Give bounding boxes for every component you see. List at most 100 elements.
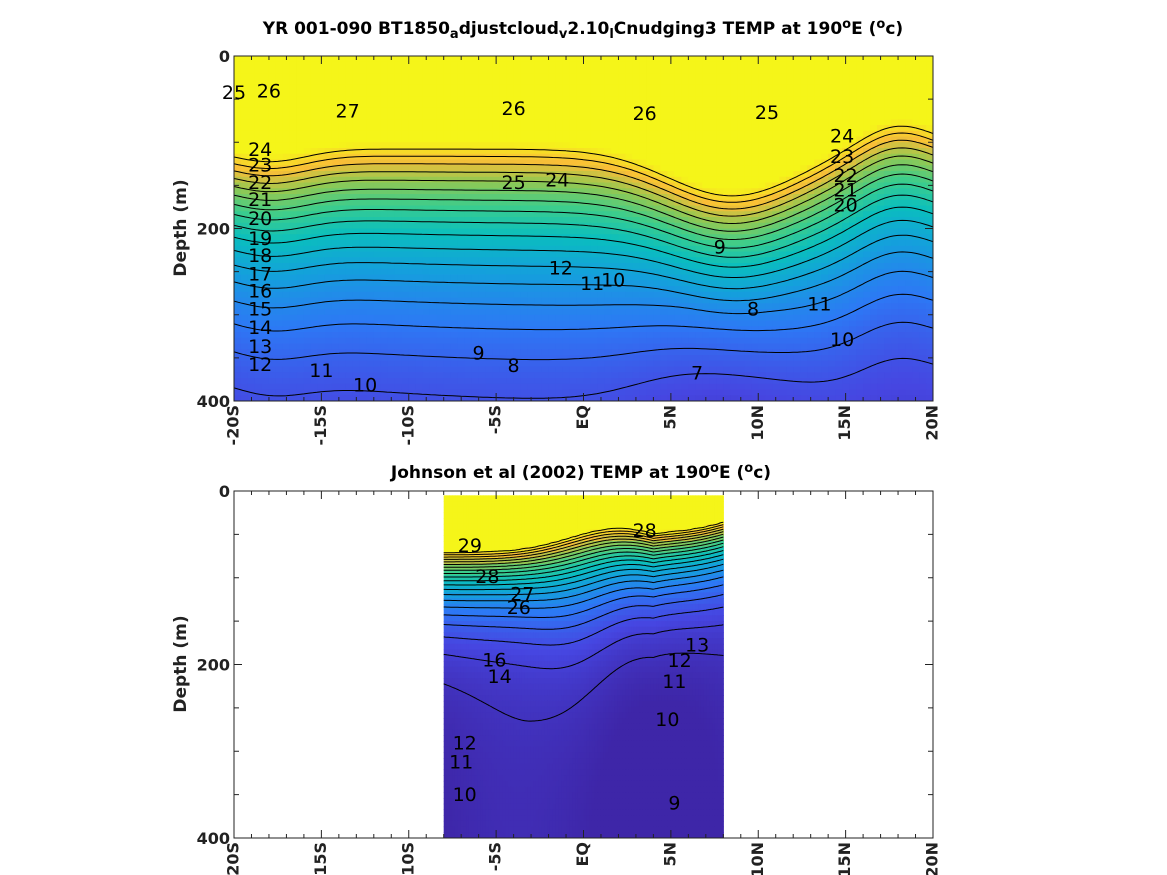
contour-line-21 [443,542,724,574]
contour-line-23 [443,536,724,568]
contour-line-21 [234,164,933,232]
contour-label: 25 [502,172,526,194]
contour-line-9 [443,652,724,722]
contour-label: 16 [482,649,506,671]
contour-line-17 [443,558,724,591]
contour-label: 18 [248,245,272,267]
bottom-panel: Johnson et al (2002) TEMP at 190oE (oc) … [171,461,942,875]
contour-label: 20 [834,194,858,216]
contour-line-17 [234,206,933,268]
contour-line-25 [443,531,724,563]
contour-label: 10 [453,784,477,806]
contour-label: 19 [248,228,272,250]
contour-line-24 [443,533,724,565]
contour-label: 15 [248,299,272,321]
x-tick-label: -10S [398,405,417,445]
contour-line-11 [443,606,724,646]
contour-label: 27 [510,583,534,605]
contour-line-14 [443,576,724,609]
x-tick-label: -15S [311,405,330,445]
bottom-contour-lines [443,521,724,722]
contour-line-22 [443,539,724,571]
contour-label: 24 [545,169,569,191]
contour-line-11 [234,321,933,361]
contour-label: 26 [507,597,531,619]
contour-line-18 [443,554,724,586]
contour-label: 23 [248,155,272,177]
contour-line-15 [234,234,933,290]
bottom-x-ticks [233,490,934,839]
contour-label: 11 [662,671,686,693]
contour-line-12 [443,594,724,630]
contour-label: 11 [309,360,333,382]
x-tick-label: 20N [923,405,942,441]
contour-line-16 [443,563,724,596]
contour-line-25 [234,132,933,203]
contour-line-22 [234,155,933,224]
contour-line-18 [234,194,933,258]
x-tick-label: 20N [923,842,942,875]
contour-label: 7 [691,363,703,385]
top-x-ticks [233,55,934,402]
x-tick-label: 5N [660,405,679,430]
contour-label: 10 [353,375,377,397]
contour-line-10 [234,357,933,399]
bottom-y-axis-label: Depth (m) [171,615,191,712]
x-tick-label: 5N [660,842,679,867]
top-x-tick-labels: -20S -15S -10S -5S EQ 5N 10N 15N 20N [224,405,942,445]
top-panel-title: YR 001-090 BT1850adjustcloudv2.10lCnudgi… [262,17,903,42]
y-tick-label: 200 [197,656,230,675]
y-tick-label: 400 [197,392,230,411]
contour-label: 27 [336,100,360,122]
contour-label: 22 [834,165,858,187]
contour-label: 25 [755,102,779,124]
contour-line-16 [234,219,933,278]
contour-label: 25 [222,82,246,104]
contour-label: 12 [549,257,573,279]
top-panel: YR 001-090 BT1850adjustcloudv2.10lCnudgi… [171,17,942,445]
contour-label: 28 [633,520,657,542]
x-tick-label: -20S [224,405,243,445]
top-contour-lines [234,125,933,399]
contour-label: 24 [248,139,272,161]
y-tick-label: 0 [219,482,230,501]
bottom-panel-title: Johnson et al (2002) TEMP at 190oE (oc) [390,461,771,483]
x-tick-label: EQ [573,405,592,430]
contour-label: 8 [508,355,520,377]
contour-line-19 [234,183,933,249]
contour-label: 16 [248,281,272,303]
contour-line-28 [443,524,724,556]
contour-line-13 [443,584,724,618]
contour-line-15 [443,569,724,602]
contour-line-10 [443,624,724,670]
contour-label: 21 [834,180,858,202]
contour-label: 12 [248,354,272,376]
contour-label: 24 [830,125,854,147]
y-tick-label: 200 [197,220,230,239]
y-tick-label: 400 [197,829,230,848]
contour-label: 22 [248,172,272,194]
top-y-tick-labels: 0 200 400 [197,47,230,411]
bottom-x-tick-labels: -20S -15S -10S -5S EQ 5N 10N 15N 20N [224,842,942,875]
contour-label: 9 [668,792,680,814]
contour-line-20 [234,173,933,240]
contour-line-27 [443,526,724,558]
contour-line-14 [234,251,933,302]
contour-label: 11 [807,294,831,316]
contour-label: 17 [248,263,272,285]
contour-label: 8 [747,299,759,321]
x-tick-label: -20S [224,842,243,875]
x-tick-label: -15S [311,842,330,875]
bottom-temperature-field [443,495,724,838]
contour-label: 26 [257,81,281,103]
contour-label: 26 [502,98,526,120]
contour-label: 9 [714,237,726,259]
contour-line-29 [443,521,724,554]
contour-label: 12 [668,650,692,672]
contour-label: 13 [685,635,709,657]
y-tick-label: 0 [219,47,230,66]
contour-line-19 [443,550,724,582]
